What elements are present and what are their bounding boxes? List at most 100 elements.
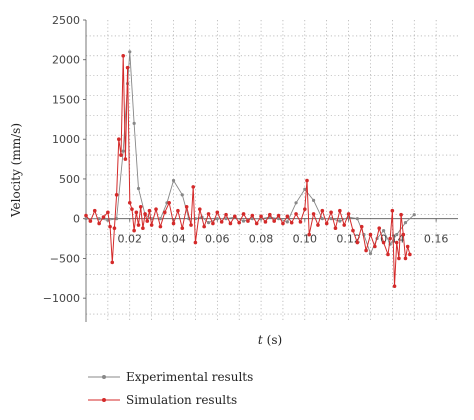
legend: Experimental results Simulation results xyxy=(88,370,253,407)
data-point xyxy=(268,212,272,217)
data-point xyxy=(281,221,285,226)
y-tick-label: 2000 xyxy=(52,54,80,67)
data-point xyxy=(128,50,132,54)
data-point xyxy=(143,212,147,216)
data-point xyxy=(180,193,184,197)
data-point xyxy=(112,226,117,231)
data-point xyxy=(294,201,298,205)
y-tick-label: −500 xyxy=(50,252,80,265)
data-point xyxy=(215,217,219,221)
legend-item-experimental: Experimental results xyxy=(88,370,253,384)
data-point xyxy=(394,240,399,245)
y-axis-label: Velocity (mm/s) xyxy=(9,123,23,218)
data-point xyxy=(215,210,220,215)
data-point xyxy=(285,220,289,224)
data-point xyxy=(202,224,206,229)
data-point xyxy=(351,228,355,233)
data-point xyxy=(101,215,106,219)
data-point xyxy=(307,232,312,237)
data-point xyxy=(324,221,329,226)
y-tick-label: −1000 xyxy=(43,292,80,305)
data-point xyxy=(320,217,324,221)
data-point xyxy=(110,260,115,265)
data-point xyxy=(338,208,342,213)
data-point xyxy=(132,121,136,125)
y-tick-label: 1500 xyxy=(52,93,80,106)
data-point xyxy=(117,137,121,142)
data-point xyxy=(154,207,158,211)
series-layer xyxy=(84,50,416,289)
data-point xyxy=(228,221,233,226)
data-point xyxy=(149,223,154,227)
data-point xyxy=(125,65,130,70)
series-experimental xyxy=(84,50,416,256)
data-point xyxy=(184,204,189,209)
data-point xyxy=(311,212,316,216)
data-point xyxy=(136,186,141,191)
data-point xyxy=(121,53,125,58)
data-point xyxy=(388,236,392,241)
data-point xyxy=(320,208,325,213)
data-point xyxy=(206,212,211,216)
data-point xyxy=(294,212,298,216)
y-tick-label: 1000 xyxy=(52,133,80,146)
x-tick-label: 0.02 xyxy=(118,233,143,246)
data-point xyxy=(237,220,241,225)
data-point xyxy=(329,210,333,215)
data-point xyxy=(97,221,101,226)
data-point xyxy=(254,221,259,226)
data-point xyxy=(206,221,211,225)
data-point xyxy=(158,217,162,221)
data-point xyxy=(412,213,416,217)
x-axis-label-symbol: t xyxy=(258,333,263,347)
series-simulation xyxy=(84,53,412,289)
x-axis-label-unit: (s) xyxy=(267,333,283,347)
data-point xyxy=(359,224,364,229)
x-tick-label: 0.04 xyxy=(161,233,186,246)
data-point xyxy=(158,224,163,229)
y-tick-label: 2500 xyxy=(52,14,80,27)
data-point xyxy=(403,221,408,225)
data-point xyxy=(263,220,268,224)
data-point xyxy=(368,232,373,237)
data-point xyxy=(403,256,408,261)
data-point xyxy=(395,232,399,237)
data-point xyxy=(189,223,193,227)
data-point xyxy=(88,219,93,223)
series-line xyxy=(85,55,411,287)
data-point xyxy=(132,228,136,233)
data-point xyxy=(233,214,237,219)
data-point xyxy=(386,252,390,257)
data-point xyxy=(316,223,320,227)
x-tick-label: 0.06 xyxy=(205,233,230,246)
data-point xyxy=(346,212,351,216)
data-point xyxy=(298,220,303,224)
data-point xyxy=(106,210,110,215)
y-tick-label: 0 xyxy=(73,213,80,226)
legend-label-experimental: Experimental results xyxy=(126,370,253,384)
data-point xyxy=(401,232,406,237)
data-point xyxy=(311,198,316,203)
data-point xyxy=(136,223,141,227)
data-point xyxy=(355,240,360,245)
data-point xyxy=(390,208,395,213)
data-point xyxy=(123,157,128,161)
data-point xyxy=(381,240,386,245)
data-point xyxy=(162,210,167,215)
data-point xyxy=(119,153,123,157)
data-point xyxy=(408,252,412,257)
data-point xyxy=(211,221,215,226)
x-axis-label: t (s) xyxy=(258,333,282,347)
x-tick-label: 0.08 xyxy=(249,233,274,246)
data-point xyxy=(329,217,333,221)
legend-label-simulation: Simulation results xyxy=(126,393,237,407)
data-point xyxy=(193,240,198,245)
y-tick-label: 500 xyxy=(59,173,80,186)
data-point xyxy=(250,213,255,218)
x-tick-label: 0.10 xyxy=(293,233,318,246)
data-point xyxy=(405,244,410,249)
data-point xyxy=(171,178,176,183)
data-point xyxy=(84,213,88,218)
data-point xyxy=(342,223,347,227)
x-tick-label: 0.16 xyxy=(424,233,449,246)
